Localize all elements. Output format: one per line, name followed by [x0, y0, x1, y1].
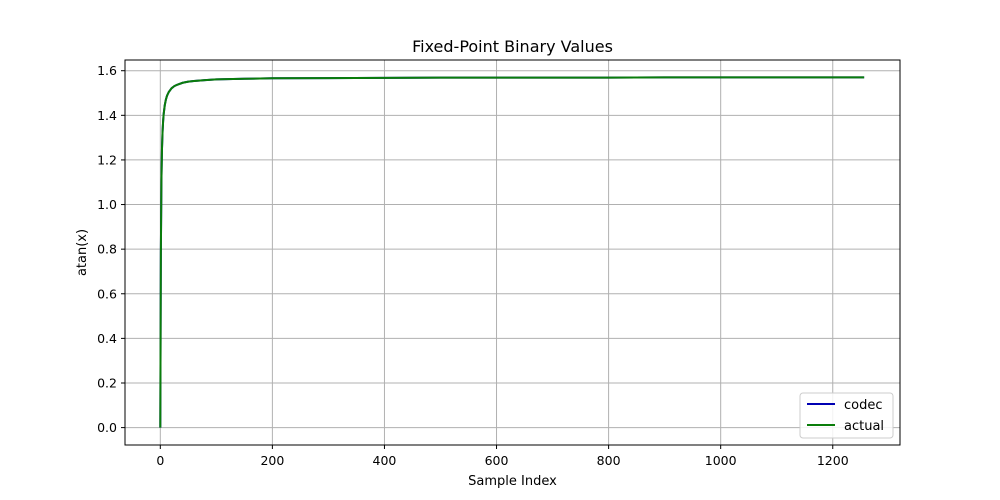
x-tick-label: 600: [485, 453, 509, 468]
tick-layer: 0 200 400 600 800 1000 1200 0.0 0.2 0.4 0.6 0.8 1.0 1…: [97, 63, 849, 468]
y-axis-label: atan(x): [75, 229, 90, 276]
y-tick-label: 0.0: [97, 420, 117, 435]
y-tick-label: 0.6: [97, 286, 117, 301]
y-tick-label: 1.0: [97, 197, 117, 212]
x-tick-label: 1000: [705, 453, 737, 468]
y-tick-label: 0.8: [97, 242, 117, 257]
x-tick-label: 0: [156, 453, 164, 468]
x-tick-label: 400: [373, 453, 397, 468]
x-axis-label: Sample Index: [468, 474, 557, 489]
grid-layer: [125, 60, 900, 445]
x-tick-label: 200: [260, 453, 284, 468]
y-tick-label: 0.4: [97, 331, 117, 346]
x-tick-label: 800: [597, 453, 621, 468]
legend-label-codec: codec: [844, 398, 883, 413]
chart-title: Fixed-Point Binary Values: [412, 37, 613, 56]
series-line-actual: [159, 76, 865, 428]
series-layer: [159, 76, 865, 428]
legend-label-actual: actual: [844, 419, 884, 434]
y-tick-label: 1.4: [97, 108, 117, 123]
y-tick-label: 1.2: [97, 152, 117, 167]
series-line-codec: [159, 76, 865, 428]
legend: codec actual: [799, 392, 894, 439]
y-tick-label: 1.6: [97, 63, 117, 78]
plot-frame: [124, 59, 901, 446]
y-tick-label: 0.2: [97, 375, 117, 390]
x-tick-label: 1200: [817, 453, 849, 468]
